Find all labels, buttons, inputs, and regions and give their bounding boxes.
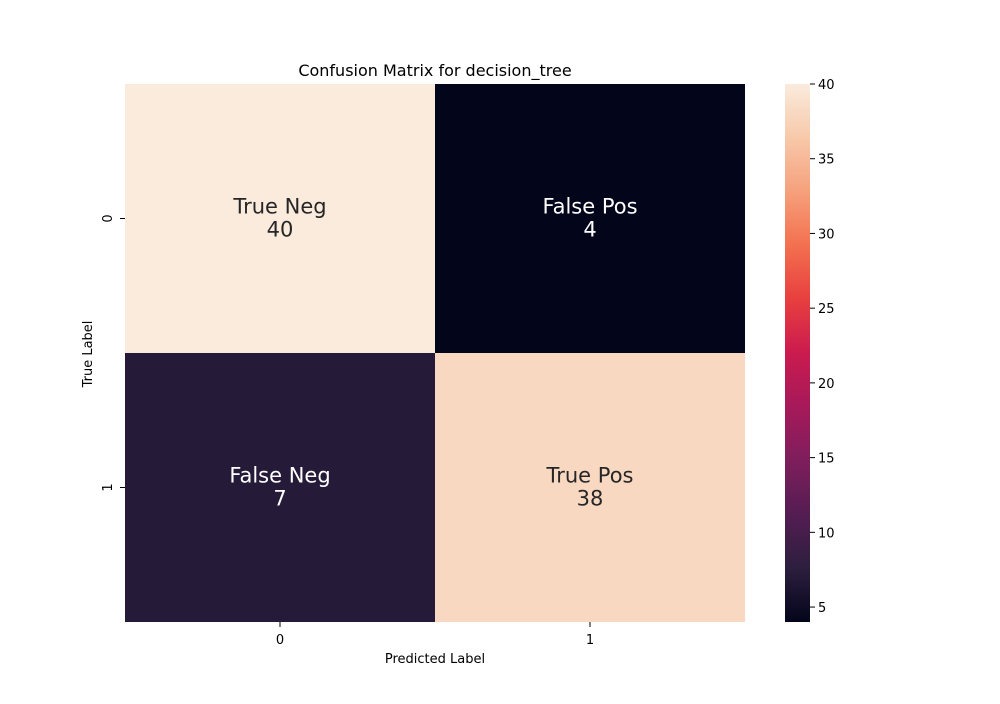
colorbar-tick-label: 30 [818,227,835,242]
cell-category-label: False Neg [229,464,330,488]
colorbar-tick-label: 10 [818,526,835,541]
colorbar-ticks: 5 10 15 20 25 30 35 40 [810,78,835,616]
colorbar-tick-label: 15 [818,452,835,467]
x-tick-label: 1 [586,633,594,648]
heatmap-cell [125,84,435,353]
y-tick-label: 0 [101,214,116,222]
heatmap-cell [435,84,745,353]
heatmap-cell [125,353,435,622]
cell-value-label: 40 [267,218,294,242]
cell-value-label: 38 [577,487,604,511]
cell-value-label: 4 [583,218,596,242]
heatmap-cells [125,84,745,622]
y-axis-label: True Label [81,321,96,389]
chart-title: Confusion Matrix for decision_tree [298,61,571,81]
x-tick-label: 0 [276,633,284,648]
colorbar-tick-label: 5 [818,601,826,616]
y-tick-label: 1 [101,483,116,491]
cell-category-label: True Neg [232,195,326,219]
cell-category-label: False Pos [542,195,637,219]
y-axis-ticks: 01 [101,214,125,492]
x-axis-label: Predicted Label [385,652,485,667]
colorbar [785,84,810,622]
colorbar-tick-label: 20 [818,377,835,392]
cell-category-label: True Pos [546,464,634,488]
colorbar-tick-label: 40 [818,78,835,93]
colorbar-tick-label: 35 [818,153,835,168]
colorbar-tick-label: 25 [818,302,835,317]
heatmap-cell [435,353,745,622]
cell-value-label: 7 [273,487,286,511]
